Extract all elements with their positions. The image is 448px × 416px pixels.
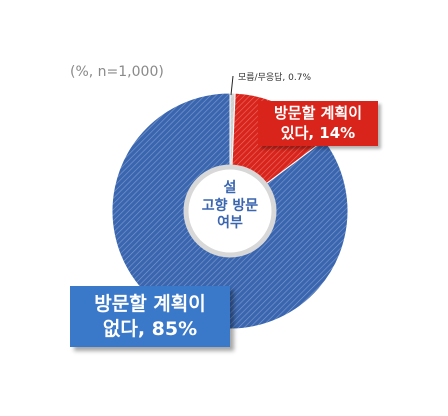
subtitle: (%, n=1,000) xyxy=(70,64,164,80)
data-label: 방문할 계획이 있다, 14% xyxy=(258,101,378,146)
center-ring xyxy=(183,164,277,258)
leader-line xyxy=(230,75,234,96)
data-label: 모름/무응답, 0.7% xyxy=(238,73,312,83)
center-label: 설 고향 방문 여부 xyxy=(201,180,259,231)
data-label: 방문할 계획이 없다, 85% xyxy=(70,286,230,348)
